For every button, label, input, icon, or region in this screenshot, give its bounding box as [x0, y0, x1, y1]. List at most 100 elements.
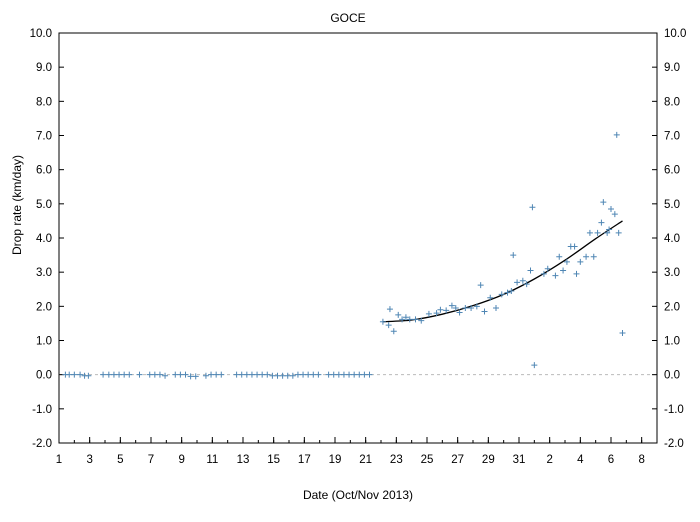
data-point — [351, 371, 358, 378]
data-point — [243, 371, 250, 378]
data-point — [238, 371, 245, 378]
data-point — [390, 328, 397, 335]
y-tick-label-right: 9.0 — [664, 62, 680, 74]
data-point — [294, 371, 301, 378]
y-axis-title: Drop rate (km/day) — [10, 155, 24, 255]
y-tick-label-left: 8.0 — [36, 96, 52, 108]
data-point — [619, 329, 626, 336]
data-point — [452, 305, 459, 312]
data-point — [305, 371, 312, 378]
data-point — [325, 371, 332, 378]
data-point — [192, 373, 199, 380]
data-point — [598, 219, 605, 226]
x-axis-ticks: 1 3 5 7 9 11 13 15 17 19 21 23 25 27 29 31 2 4 6 8 — [56, 437, 658, 466]
data-point — [433, 310, 440, 317]
data-point — [544, 265, 551, 272]
data-point — [315, 371, 322, 378]
data-point — [563, 258, 570, 265]
data-point — [177, 371, 184, 378]
data-point — [77, 371, 84, 378]
data-point — [508, 287, 515, 294]
data-point — [116, 371, 123, 378]
data-point — [529, 204, 536, 211]
data-point — [274, 372, 281, 379]
data-point — [606, 226, 613, 233]
data-point — [498, 291, 505, 298]
data-point — [477, 282, 484, 289]
data-point — [395, 311, 402, 318]
data-point — [560, 267, 567, 274]
data-point — [218, 371, 225, 378]
data-points-layer — [62, 131, 626, 380]
x-tick-label: 7 — [148, 454, 154, 466]
data-point — [540, 270, 547, 277]
data-point — [468, 305, 475, 312]
y-tick-label-left: -1.0 — [32, 404, 52, 416]
data-point — [402, 314, 409, 321]
y-tick-label-left: 4.0 — [36, 233, 52, 245]
data-point — [187, 373, 194, 380]
y-axis-ticks: -2.0 -2.0 -1.0 -1.0 0.0 0.0 1.0 1.0 2.0 2.0 3.0 3.0… — [30, 28, 687, 450]
y-tick-label-left: 1.0 — [36, 336, 52, 348]
data-point — [573, 270, 580, 277]
y-tick-label-right: 5.0 — [664, 199, 680, 211]
x-tick-label: 4 — [577, 454, 584, 466]
x-tick-label: 19 — [329, 454, 342, 466]
data-point — [146, 371, 153, 378]
data-point — [66, 371, 73, 378]
data-point — [284, 372, 291, 379]
data-point — [577, 258, 584, 265]
data-point — [556, 253, 563, 260]
fit-curve — [382, 220, 623, 323]
data-point — [519, 277, 526, 284]
y-tick-label-right: 4.0 — [664, 233, 680, 245]
data-point — [213, 371, 220, 378]
y-tick-label-left: 5.0 — [36, 199, 52, 211]
y-tick-label-right: -2.0 — [664, 438, 684, 450]
data-point — [590, 253, 597, 260]
x-tick-label: 5 — [117, 454, 123, 466]
data-point — [156, 371, 163, 378]
x-tick-label: 23 — [390, 454, 403, 466]
data-point — [100, 371, 107, 378]
data-point — [473, 303, 480, 310]
data-point — [425, 310, 432, 317]
data-point — [487, 294, 494, 301]
data-point — [121, 371, 128, 378]
x-tick-label: 27 — [451, 454, 464, 466]
chart-title: GOCE — [330, 11, 365, 25]
x-tick-label: 29 — [482, 454, 495, 466]
x-tick-label: 8 — [638, 454, 644, 466]
data-point — [110, 371, 117, 378]
data-point — [379, 318, 386, 325]
data-point — [136, 371, 143, 378]
y-tick-label-left: 6.0 — [36, 165, 52, 177]
data-point — [71, 371, 78, 378]
data-point — [105, 371, 112, 378]
data-point — [346, 371, 353, 378]
data-point — [172, 371, 179, 378]
data-point — [514, 279, 521, 286]
data-point — [254, 371, 261, 378]
y-tick-label-right: 1.0 — [664, 336, 680, 348]
x-tick-label: 17 — [298, 454, 311, 466]
x-tick-label: 1 — [56, 454, 62, 466]
data-point — [126, 371, 133, 378]
y-tick-label-right: 7.0 — [664, 131, 680, 143]
y-tick-label-right: 8.0 — [664, 96, 680, 108]
data-point — [208, 371, 215, 378]
data-point — [418, 317, 425, 324]
data-point — [233, 371, 240, 378]
x-tick-label: 2 — [546, 454, 552, 466]
data-point — [437, 306, 444, 313]
data-point — [531, 362, 538, 369]
x-tick-label: 6 — [608, 454, 614, 466]
data-point — [527, 267, 534, 274]
data-point — [510, 252, 517, 259]
x-tick-label: 21 — [359, 454, 372, 466]
plot-area-frame — [58, 32, 658, 444]
y-tick-label-right: -1.0 — [664, 404, 684, 416]
data-point — [412, 316, 419, 323]
data-point — [202, 372, 209, 379]
x-tick-label: 9 — [178, 454, 184, 466]
